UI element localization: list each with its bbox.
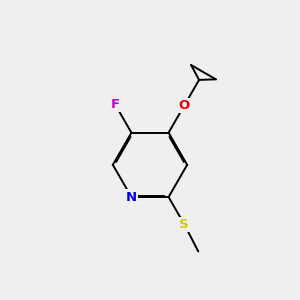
Text: S: S [179,218,189,231]
Text: F: F [110,98,120,111]
Text: O: O [178,99,190,112]
Text: N: N [126,190,137,203]
